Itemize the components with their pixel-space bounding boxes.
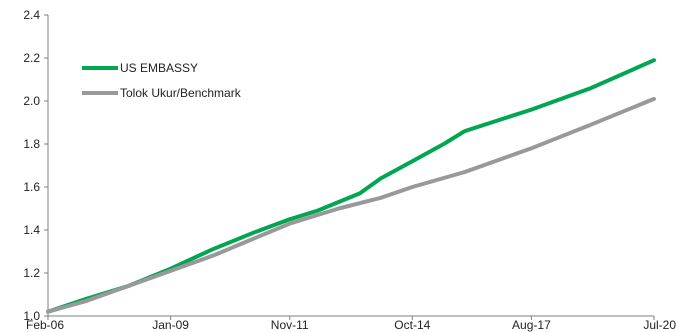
chart-axes [47,15,654,317]
legend-label: US EMBASSY [120,61,198,75]
y-tick-label: 1.2 [23,266,40,280]
legend-label: Tolok Ukur/Benchmark [120,86,242,100]
legend: US EMBASSY Tolok Ukur/Benchmark [82,61,242,100]
y-tick-label: 1.4 [23,223,40,237]
series-line-benchmark [46,96,656,314]
x-axis-ticks: Feb-06 Jan-09 Nov-11 Oct-14 Aug-17 Jul-20 [26,316,676,332]
y-tick-label: 2.2 [23,51,40,65]
x-tick-label: Nov-11 [271,318,309,332]
x-tick-label: Aug-17 [512,318,551,332]
y-tick-label: 1.8 [23,137,40,151]
series-layer [46,58,656,314]
y-tick-label: 1.0 [23,309,40,323]
y-tick-label: 2.0 [23,94,40,108]
x-tick-label: Oct-14 [394,318,430,332]
y-tick-label: 2.4 [23,8,40,22]
y-tick-label: 1.6 [23,180,40,194]
x-tick-label: Jul-20 [643,318,676,332]
y-axis-ticks: 1.0 1.2 1.4 1.6 1.8 2.0 2.2 2.4 [23,8,48,323]
x-tick-label: Jan-09 [152,318,189,332]
x-tick-label: Feb-06 [26,318,64,332]
